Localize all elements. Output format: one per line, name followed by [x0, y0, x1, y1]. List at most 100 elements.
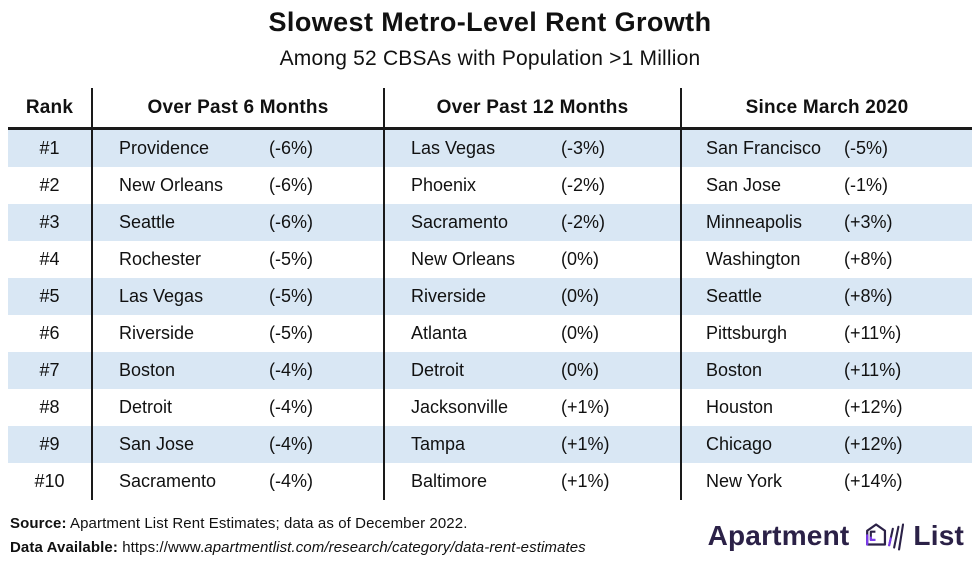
twelve-month-cell: Riverside (0%): [385, 278, 682, 315]
since-2020-cell: Washington (+8%): [682, 241, 972, 278]
apartment-list-logo: Apartment List: [708, 516, 968, 556]
data-available-line: Data Available: https://www.apartmentlis…: [10, 536, 586, 560]
since-2020-cell: San Jose (-1%): [682, 167, 972, 204]
table-row: #10 Sacramento (-4%) Baltimore (+1%) New…: [8, 463, 972, 500]
since-2020-cell: Minneapolis (+3%): [682, 204, 972, 241]
url-prefix: https://www.: [117, 539, 205, 556]
rent-change-value: (+11%): [844, 360, 902, 380]
rent-change-value: (0%): [561, 360, 600, 380]
column-header-12-months: Over Past 12 Months: [385, 88, 682, 127]
six-month-cell: Rochester (-5%): [93, 241, 385, 278]
since-2020-cell: Houston (+12%): [682, 389, 972, 426]
city-name: Jacksonville: [411, 397, 509, 417]
column-header-6-months: Over Past 6 Months: [93, 88, 385, 127]
data-url[interactable]: apartmentlist.com/research/category/data…: [204, 539, 586, 556]
twelve-month-cell: Atlanta (0%): [385, 315, 682, 352]
city-name: Sacramento: [119, 471, 217, 491]
source-label: Source:: [10, 515, 67, 532]
rent-change-value: (0%): [561, 286, 600, 306]
since-2020-cell: New York (+14%): [682, 463, 972, 500]
rent-change-value: (-1%): [844, 175, 888, 195]
city-name: San Francisco: [706, 138, 822, 158]
table-row: #1 Providence (-6%) Las Vegas (-3%) San …: [8, 130, 972, 167]
city-name: Baltimore: [411, 471, 488, 491]
rank-cell: #7: [8, 352, 93, 389]
city-name: Tampa: [411, 434, 466, 454]
six-month-cell: Detroit (-4%): [93, 389, 385, 426]
rent-change-value: (-6%): [269, 175, 313, 195]
table-row: #4 Rochester (-5%) New Orleans (0%) Wash…: [8, 241, 972, 278]
city-name: Seattle: [119, 212, 176, 232]
table-row: #7 Boston (-4%) Detroit (0%) Boston (+11…: [8, 352, 972, 389]
rent-change-value: (-2%): [561, 175, 605, 195]
city-name: Detroit: [411, 360, 465, 380]
city-name: Las Vegas: [119, 286, 204, 306]
table-header-row: Rank Over Past 6 Months Over Past 12 Mon…: [8, 88, 972, 130]
table-row: #6 Riverside (-5%) Atlanta (0%) Pittsbur…: [8, 315, 972, 352]
city-name: Detroit: [119, 397, 173, 417]
logo-word-list: List: [913, 520, 964, 551]
rent-change-value: (+8%): [844, 286, 893, 306]
city-name: Riverside: [119, 323, 195, 343]
chart-subtitle: Among 52 CBSAs with Population >1 Millio…: [279, 47, 701, 70]
rent-change-value: (+1%): [561, 397, 610, 417]
six-month-cell: Las Vegas (-5%): [93, 278, 385, 315]
rank-cell: #8: [8, 389, 93, 426]
table-row: #3 Seattle (-6%) Sacramento (-2%) Minnea…: [8, 204, 972, 241]
rent-change-value: (-6%): [269, 138, 313, 158]
city-name: Rochester: [119, 249, 202, 269]
rent-change-value: (+1%): [561, 434, 610, 454]
city-name: San Jose: [119, 434, 195, 454]
six-month-cell: Riverside (-5%): [93, 315, 385, 352]
since-2020-cell: Seattle (+8%): [682, 278, 972, 315]
city-name: Chicago: [706, 434, 773, 454]
table-row: #9 San Jose (-4%) Tampa (+1%) Chicago (+…: [8, 426, 972, 463]
rent-change-value: (+14%): [844, 471, 903, 491]
twelve-month-cell: Las Vegas (-3%): [385, 130, 682, 167]
rent-change-value: (-5%): [269, 323, 313, 343]
rent-change-value: (+3%): [844, 212, 893, 232]
six-month-cell: New Orleans (-6%): [93, 167, 385, 204]
city-name: New Orleans: [411, 249, 516, 269]
rank-cell: #3: [8, 204, 93, 241]
rent-change-value: (-4%): [269, 471, 313, 491]
rank-cell: #5: [8, 278, 93, 315]
city-name: Sacramento: [411, 212, 509, 232]
since-2020-cell: Chicago (+12%): [682, 426, 972, 463]
city-name: Providence: [119, 138, 210, 158]
source-text: Apartment List Rent Estimates; data as o…: [66, 515, 468, 532]
twelve-month-cell: New Orleans (0%): [385, 241, 682, 278]
rent-change-value: (-5%): [269, 249, 313, 269]
city-name: New Orleans: [119, 175, 224, 195]
data-available-label: Data Available:: [10, 539, 118, 556]
footer: Source: Apartment List Rent Estimates; d…: [10, 506, 968, 566]
source-line: Source: Apartment List Rent Estimates; d…: [10, 512, 586, 536]
city-name: Seattle: [706, 286, 763, 306]
city-name: Atlanta: [411, 323, 468, 343]
six-month-cell: Sacramento (-4%): [93, 463, 385, 500]
city-name: Minneapolis: [706, 212, 803, 232]
rent-change-value: (-5%): [269, 286, 313, 306]
source-note: Source: Apartment List Rent Estimates; d…: [10, 512, 586, 560]
rank-cell: #6: [8, 315, 93, 352]
rent-change-value: (+12%): [844, 397, 903, 417]
rent-change-value: (0%): [561, 323, 600, 343]
twelve-month-cell: Jacksonville (+1%): [385, 389, 682, 426]
table-row: #2 New Orleans (-6%) Phoenix (-2%) San J…: [8, 167, 972, 204]
rent-change-value: (+11%): [844, 323, 902, 343]
twelve-month-cell: Baltimore (+1%): [385, 463, 682, 500]
rent-change-value: (+12%): [844, 434, 903, 454]
rank-cell: #9: [8, 426, 93, 463]
rent-change-value: (-6%): [269, 212, 313, 232]
city-name: Riverside: [411, 286, 487, 306]
city-name: San Jose: [706, 175, 782, 195]
six-month-cell: Providence (-6%): [93, 130, 385, 167]
rent-change-value: (-4%): [269, 360, 313, 380]
twelve-month-cell: Sacramento (-2%): [385, 204, 682, 241]
city-name: Boston: [706, 360, 763, 380]
rent-growth-table: Rank Over Past 6 Months Over Past 12 Mon…: [8, 88, 972, 500]
since-2020-cell: Boston (+11%): [682, 352, 972, 389]
column-header-since-march-2020: Since March 2020: [745, 96, 909, 118]
since-2020-cell: San Francisco (-5%): [682, 130, 972, 167]
